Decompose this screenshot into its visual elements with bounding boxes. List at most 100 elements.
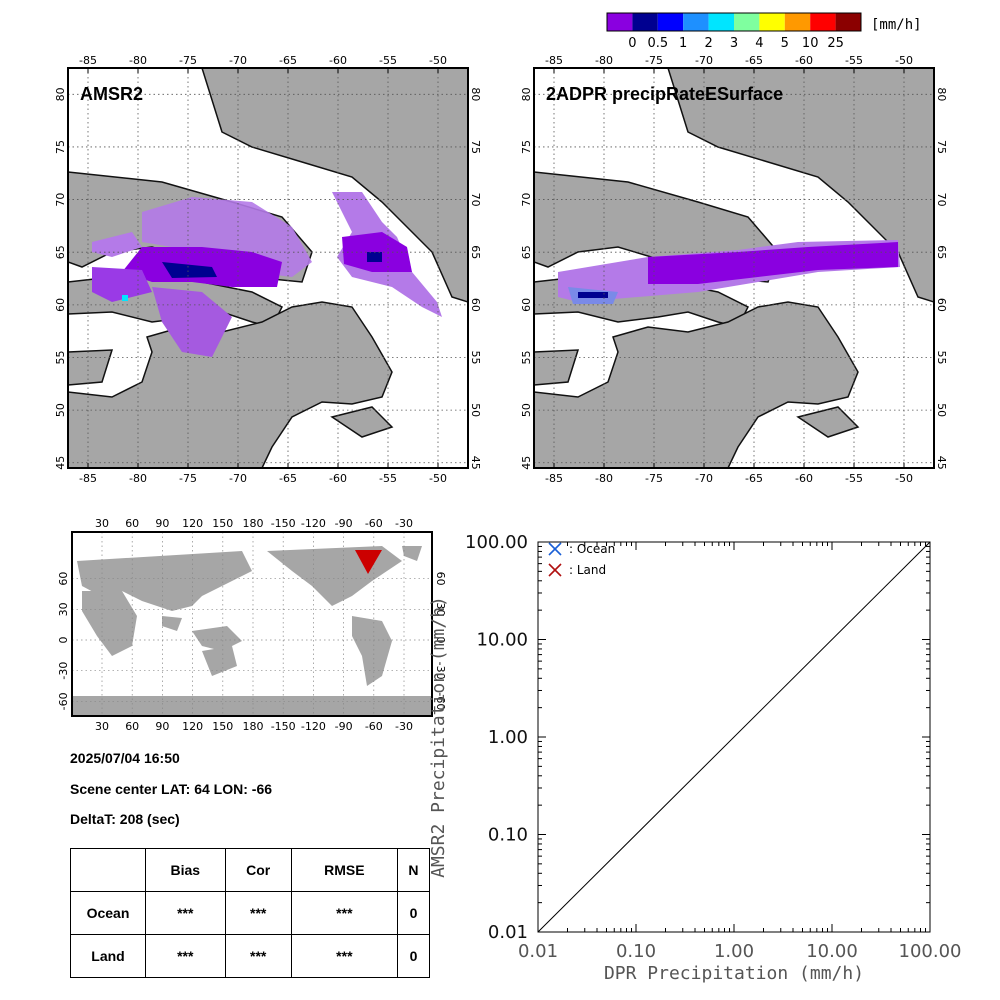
lon-tick-label-top: -80 [129, 54, 147, 67]
map-frame [533, 67, 935, 469]
globe-lon-label-top: -90 [335, 517, 353, 530]
globe-lon-label-top: -30 [395, 517, 413, 530]
colorbar-swatch [835, 13, 861, 31]
globe-lon-label-bottom: 90 [155, 720, 169, 733]
lat-tick-label-left: 70 [54, 193, 67, 207]
globe-tick-labels: 30 30 60 60 90 90 120 120 150 150 180 180 -150 -150 -1… [57, 517, 447, 733]
delta-t: DeltaT: 208 (sec) [70, 811, 180, 827]
lat-tick-label-right: 50 [469, 403, 482, 417]
globe-lon-label-top: 180 [243, 517, 264, 530]
globe-lat-label-right: 0 [434, 637, 447, 644]
lat-tick-label-right: 70 [469, 193, 482, 207]
land-n: 0 [396, 934, 431, 978]
globe-lat-label-right: 60 [434, 572, 447, 586]
colorbar-swatch [708, 13, 734, 31]
lon-tick-label-top: -55 [845, 54, 863, 67]
lat-tick-label-left: 75 [520, 140, 533, 154]
globe-lat-label-left: 0 [57, 637, 70, 644]
legend-entry: : Land [548, 563, 606, 577]
table-header-row: Bias Cor RMSE N [70, 848, 431, 892]
colorbar-tick-label: 2 [704, 36, 712, 51]
lon-tick-label-top: -70 [695, 54, 713, 67]
lat-tick-label-right: 80 [935, 87, 948, 101]
legend-x-marker [548, 542, 562, 556]
scatter-ticks: 0.01 0.10 1.00 10.00 100.00 0.01 0.10 1.00 10.00… [465, 532, 961, 962]
colorbar-swatches [606, 12, 862, 32]
ocean-bias: *** [145, 891, 226, 935]
land-cor: *** [224, 934, 292, 978]
lat-tick-label-right: 75 [469, 140, 482, 154]
row-label-land: Land [70, 934, 146, 978]
lat-tick-label-left: 55 [54, 350, 67, 364]
lat-tick-label-right: 60 [935, 298, 948, 312]
table-corner [70, 848, 146, 892]
lat-tick-label-left: 45 [520, 456, 533, 470]
lon-tick-label-bottom: -65 [745, 472, 763, 484]
map-gridlines [534, 68, 934, 468]
globe-lon-label-bottom: -30 [395, 720, 413, 733]
lat-tick-label-left: 80 [520, 87, 533, 101]
lon-tick-label-bottom: -70 [229, 472, 247, 484]
globe-lat-label-left: 30 [57, 602, 70, 616]
lat-tick-label-right: 70 [935, 193, 948, 207]
colorbar-swatch [683, 13, 709, 31]
lat-tick-label-left: 55 [520, 350, 533, 364]
colorbar: 0 0.5 1 2 3 4 5 10 25 [mm/h] [606, 12, 922, 51]
lat-tick-label-left: 65 [520, 245, 533, 259]
y-tick-label: 100.00 [465, 532, 528, 553]
y-tick-label: 0.10 [488, 825, 528, 846]
header-rmse: RMSE [290, 848, 398, 892]
map-frame [67, 67, 469, 469]
globe-lon-label-bottom: 30 [95, 720, 109, 733]
legend-x-marker [548, 563, 562, 577]
globe-lon-label-top: 90 [155, 517, 169, 530]
legend-entry: : Ocean [548, 542, 615, 556]
globe-lat-label-left: -30 [57, 662, 70, 680]
colorbar-tick-label: 25 [827, 36, 844, 51]
globe-lon-label-bottom: 60 [125, 720, 139, 733]
lat-tick-label-left: 75 [54, 140, 67, 154]
lon-tick-label-top: -60 [329, 54, 347, 67]
globe-lon-label-bottom: -90 [335, 720, 353, 733]
ocean-n: 0 [396, 891, 431, 935]
x-tick-label: 0.01 [518, 941, 558, 962]
globe-lat-label-left: -60 [57, 692, 70, 710]
colorbar-swatch [810, 13, 836, 31]
x-tick-label: 100.00 [899, 941, 962, 962]
lon-tick-label-bottom: -65 [279, 472, 297, 484]
lat-tick-label-left: 60 [520, 298, 533, 312]
globe-frame [71, 531, 433, 717]
globe-lon-label-top: 120 [182, 517, 203, 530]
lon-tick-label-bottom: -75 [645, 472, 663, 484]
map-tick-labels: -85 -85 -80 -80 -75 -75 -70 -70 -65 -65 -60 -60 -55 -… [520, 54, 948, 484]
lat-tick-label-left: 70 [520, 193, 533, 207]
colorbar-tick-label: 10 [802, 36, 819, 51]
y-tick-label: 10.00 [476, 630, 528, 651]
lon-tick-label-bottom: -60 [329, 472, 347, 484]
scene-center: Scene center LAT: 64 LON: -66 [70, 781, 273, 797]
map-title-amsr2: AMSR2 [80, 84, 143, 104]
lon-tick-label-bottom: -85 [545, 472, 563, 484]
lon-tick-label-top: -65 [279, 54, 297, 67]
lon-tick-label-bottom: -50 [895, 472, 913, 484]
y-axis-label: AMSR2 Precipitation (mm/h) [428, 596, 449, 878]
land-bias: *** [145, 934, 226, 978]
lon-tick-label-bottom: -70 [695, 472, 713, 484]
y-tick-label: 0.01 [488, 922, 528, 943]
lon-tick-label-bottom: -55 [379, 472, 397, 484]
lat-tick-label-left: 50 [520, 403, 533, 417]
map-gridlines [68, 68, 468, 468]
lat-tick-label-right: 45 [469, 456, 482, 470]
globe-locator-panel: 30 30 60 60 90 90 120 120 150 150 180 180 -150 -150 -1… [57, 517, 447, 733]
colorbar-tick-label: 0.5 [647, 36, 668, 51]
globe-lon-label-top: -60 [365, 517, 383, 530]
globe-lon-label-top: -120 [301, 517, 326, 530]
globe-gridlines [72, 532, 432, 716]
colorbar-swatch [632, 13, 658, 31]
lon-tick-label-bottom: -55 [845, 472, 863, 484]
table-row: Land *** *** *** 0 [70, 934, 431, 978]
lon-tick-label-bottom: -85 [79, 472, 97, 484]
x-axis-label: DPR Precipitation (mm/h) [604, 963, 864, 984]
colorbar-unit: [mm/h] [871, 17, 922, 33]
lat-tick-label-right: 55 [469, 350, 482, 364]
